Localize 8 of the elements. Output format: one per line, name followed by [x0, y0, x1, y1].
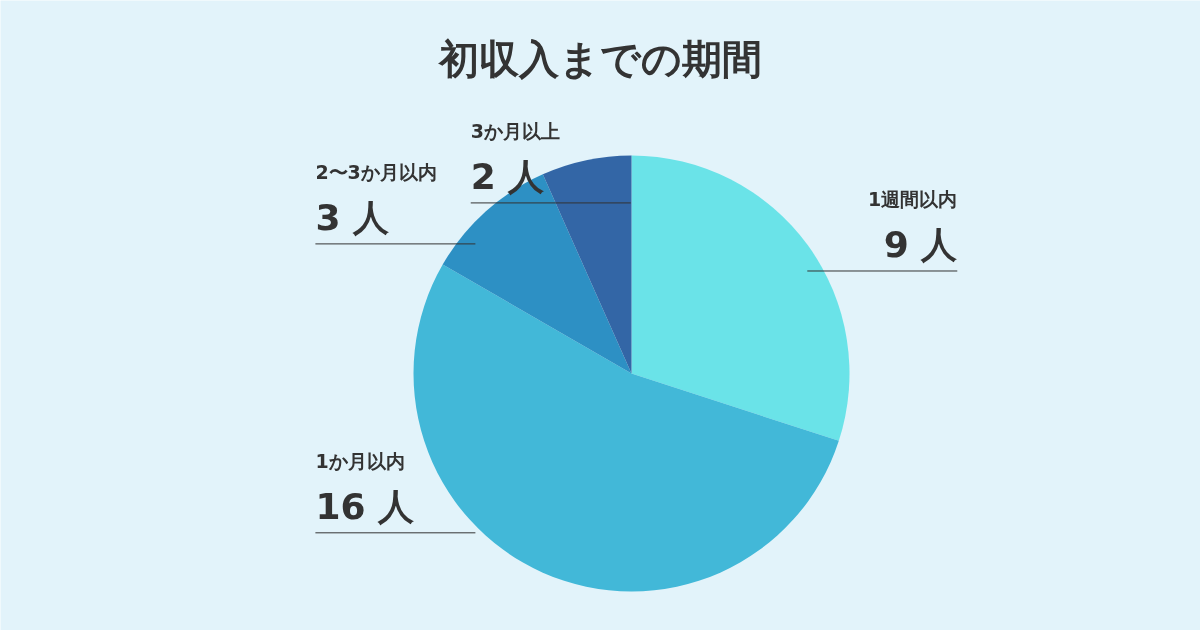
- slice-label: 2〜3か月以内: [315, 160, 437, 183]
- slice-label: 1か月以内: [315, 449, 405, 472]
- data-label: 16 人: [315, 486, 415, 528]
- chart-title: 初収入までの期間: [437, 35, 762, 82]
- data-label: 9 人: [883, 224, 958, 266]
- data-label: 3 人: [315, 197, 389, 239]
- slice-label: 1週間以内: [868, 187, 958, 210]
- slice-label: 3か月以上: [470, 119, 560, 142]
